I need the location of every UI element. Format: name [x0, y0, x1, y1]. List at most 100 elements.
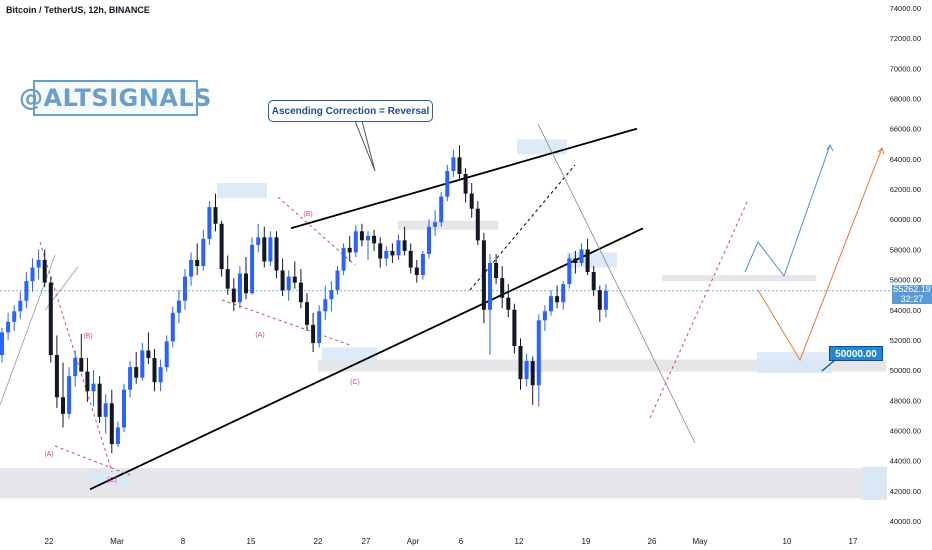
- highlight-zone: [517, 139, 567, 155]
- price-tick-label: 62000.00: [890, 185, 921, 194]
- candle-body: [414, 267, 419, 276]
- time-tick-label: Mar: [110, 537, 124, 546]
- price-tick-label: 58000.00: [890, 245, 921, 254]
- candle-body: [579, 249, 584, 263]
- candle-body: [506, 297, 511, 310]
- candle-body: [305, 302, 309, 325]
- wave-dashed-line: [54, 445, 131, 476]
- highlight-zone: [322, 347, 377, 363]
- candle-body: [24, 281, 29, 301]
- candle-body: [536, 320, 541, 386]
- price-tick-label: 60000.00: [890, 215, 921, 224]
- target-price-label[interactable]: 50000.00: [829, 346, 883, 361]
- candle-body: [109, 403, 114, 445]
- candle-body: [48, 282, 53, 356]
- candle-body: [500, 278, 505, 298]
- price-tick-label: 66000.00: [890, 125, 921, 134]
- annotation-text: Ascending Correction = Reversal: [271, 105, 430, 117]
- candle-body: [469, 193, 474, 209]
- candle-body: [207, 207, 212, 239]
- candle-body: [176, 300, 181, 313]
- last-price-value: 55262.19: [893, 284, 931, 294]
- price-tick-label: 54000.00: [890, 306, 921, 315]
- candle-body: [67, 376, 72, 414]
- wave-label: (A): [255, 332, 264, 339]
- price-tick-label: 70000.00: [890, 64, 921, 73]
- last-price-tag: 55262.19 32:27: [892, 284, 932, 304]
- candle-body: [292, 276, 297, 283]
- candle-body: [603, 290, 608, 310]
- candle-body: [219, 223, 224, 270]
- wave-dashed-line: [649, 199, 749, 419]
- candle-body: [451, 157, 456, 171]
- candle-body: [134, 367, 139, 378]
- candle-body: [146, 350, 151, 359]
- candle-body: [237, 273, 242, 303]
- highlight-zone: [757, 352, 832, 374]
- candle-body: [512, 309, 517, 346]
- candle-body: [561, 284, 566, 303]
- candle-body: [85, 371, 90, 392]
- candle-body: [378, 243, 383, 259]
- zones-layer: [0, 139, 887, 500]
- time-tick-label: 15: [247, 537, 256, 546]
- candle-body: [262, 237, 267, 262]
- support-zone-42000: [0, 468, 886, 499]
- target-pointer: [821, 359, 836, 372]
- candle-body: [183, 276, 187, 301]
- candle-body: [256, 237, 261, 245]
- candle-body: [54, 355, 59, 398]
- time-tick-label: Apr: [407, 537, 420, 546]
- candle-body: [195, 259, 200, 267]
- candle-body: [42, 259, 47, 283]
- candle-body: [97, 383, 102, 417]
- time-tick-label: 10: [783, 537, 792, 546]
- candle-body: [573, 258, 578, 263]
- candle-body: [201, 238, 206, 267]
- price-tick-label: 48000.00: [890, 396, 921, 405]
- candle-body: [225, 269, 230, 289]
- candle-body: [286, 276, 291, 291]
- candle-body: [103, 403, 108, 417]
- candle-body: [408, 250, 413, 268]
- candle-body: [359, 231, 364, 241]
- projection-blue-arrowhead: [826, 143, 834, 152]
- candle-body: [317, 311, 322, 343]
- candle-body: [79, 358, 84, 372]
- candle-body: [115, 427, 120, 445]
- time-tick-label: 19: [582, 537, 591, 546]
- price-tick-label: 52000.00: [890, 336, 921, 345]
- candle-body: [542, 311, 547, 321]
- time-tick-label: 6: [459, 537, 464, 546]
- price-axis: 74000.00 72000.00 70000.00 68000.00 66000.00…: [890, 4, 921, 526]
- lower-trendline: [89, 227, 644, 491]
- candle-body: [488, 262, 492, 310]
- candle-body: [164, 341, 169, 368]
- candle-body: [591, 272, 596, 291]
- wave-labels: (A) (B) (C) (A) (B) (C): [44, 211, 360, 484]
- price-tick-label: 40000.00: [890, 517, 921, 526]
- candle-body: [457, 157, 462, 174]
- candles-layer: [0, 145, 608, 454]
- candle-body: [298, 282, 303, 303]
- candle-body: [158, 367, 163, 383]
- candle-body: [280, 270, 285, 291]
- candle-body: [18, 300, 23, 312]
- candle-body: [213, 207, 218, 224]
- candle-body: [189, 259, 194, 277]
- annotation-callout[interactable]: Ascending Correction = Reversal: [268, 100, 433, 122]
- candle-body: [250, 244, 255, 294]
- candle-body: [128, 367, 133, 390]
- candle-body: [323, 299, 328, 312]
- time-tick-label: 8: [181, 537, 186, 546]
- candle-body: [549, 296, 553, 312]
- candle-body: [366, 235, 370, 241]
- candle-body: [152, 358, 157, 383]
- watermark-box: @ALTSIGNALS: [19, 80, 211, 116]
- time-tick-label: 26: [648, 537, 657, 546]
- time-tick-label: 22: [45, 537, 54, 546]
- candle-body: [0, 332, 4, 356]
- time-tick-label: May: [692, 537, 707, 546]
- candle-body: [585, 249, 590, 273]
